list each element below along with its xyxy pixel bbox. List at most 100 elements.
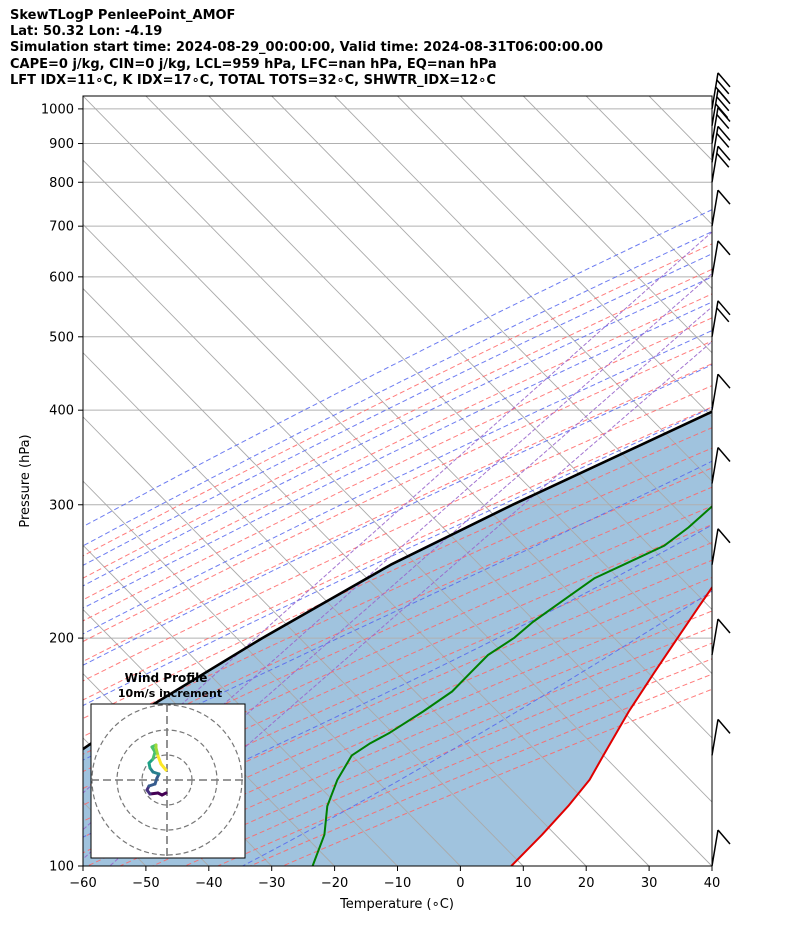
inset-frame [90,703,246,859]
wind-barb [711,373,731,411]
profile-lines [83,410,712,866]
mixing-ratio-line [83,272,712,831]
x-axis-ticks: −60 −50 −40 −30 −20 −10 0 10 20 30 40 [69,866,720,891]
wind-barb-feather [715,86,729,102]
wind-barb-staff [711,528,719,565]
y-tick-label: 100 [49,860,74,875]
y-tick-label: 400 [49,404,74,419]
wind-barb-feather [716,79,730,95]
moist-adiabat-line [83,253,712,566]
x-tick-label: −10 [384,876,411,891]
wind-profile-inset: Wind Profile 10m/s increment [90,671,246,859]
dry-adiabat-line [83,317,712,622]
wind-barb-feather [716,96,730,112]
mixing-ratio-line [83,306,712,860]
wind-barb-staff [711,447,719,484]
dry-adiabat-line [248,673,712,866]
dry-adiabat-line [83,340,712,643]
moist-adiabat-line [83,406,712,707]
mixing-ratio-line [108,340,712,866]
isotherm-line [83,865,84,866]
indices-line: LFT IDX=11∘C, K IDX=17∘C, TOTAL TOTS=32∘… [10,72,496,88]
wind-barb-feather [717,373,731,389]
moist-adiabat-line [83,364,712,666]
chart-title: SkewTLogP PenleePoint_AMOF [10,8,236,23]
isotherm-line [83,544,398,866]
temperature-line [510,585,712,866]
isotherm-line [83,480,461,866]
y-tick-label: 800 [49,176,74,191]
y-tick-label: 600 [49,270,74,285]
moist-adiabat-line [83,301,712,609]
moist-adiabat-line [83,276,712,587]
isotherm-line [83,223,712,866]
wind-barb-feather [717,72,731,88]
moist-adiabat-line [83,460,712,761]
y-tick-label: 900 [49,137,74,152]
wind-barb [711,718,731,756]
inset-subtitle: 10m/s increment [118,687,222,700]
dry-adiabat-line [83,363,712,663]
wind-barb-feather [717,618,731,634]
y-tick-label: 500 [49,330,74,345]
time-line: Simulation start time: 2024-08-29_00:00:… [10,40,603,56]
wind-barb [711,125,731,163]
wind-barb-feather [716,114,730,130]
x-tick-label: 40 [704,876,721,891]
x-tick-label: −30 [258,876,285,891]
wind-barb-feather [717,300,731,316]
hodograph-segment [159,762,168,772]
x-tick-label: 30 [641,876,658,891]
dry-adiabat-line [83,385,712,682]
isotherm-line [208,96,712,611]
isotherm-line [83,352,587,866]
wind-barb-staff [711,374,719,411]
wind-barb-feather [717,528,731,544]
wind-barb-staff [711,240,719,277]
inset-title: Wind Profile [125,671,208,685]
wind-barb-staff [711,72,719,110]
isotherm-line [145,96,712,675]
isotherm-line [460,96,712,354]
wind-barbs [711,72,731,867]
dry-adiabat-line [83,576,712,854]
x-tick-label: 0 [456,876,464,891]
wind-barb-staff [711,146,719,183]
isotherm-line [397,96,712,418]
wind-barb-staff [711,719,719,756]
wind-barb [711,300,731,337]
x-tick-label: −60 [69,876,96,891]
chart-title-block: SkewTLogP PenleePoint_AMOF Lat: 50.32 Lo… [10,8,603,89]
wind-barb-feather [717,125,731,141]
wind-barb-staff [711,89,719,126]
wind-barb-feather [716,132,730,148]
wind-barb [711,72,731,110]
hodograph-trace [145,743,168,797]
wind-barb-feather [716,152,730,168]
pressure-grid [83,108,712,866]
moist-adiabat-line [83,524,712,838]
y-tick-label: 300 [49,498,74,513]
wind-barb-feather [717,240,731,256]
wind-barb [711,829,731,867]
wind-barb [711,189,731,227]
wind-barb [711,447,731,484]
dry-adiabat-line [281,688,712,866]
y-tick-label: 200 [49,632,74,647]
moist-adiabat-line [83,231,712,547]
wind-barb-staff [711,829,719,867]
isotherm-line [711,96,712,97]
wind-barb-feather [715,103,729,119]
x-tick-label: −20 [321,876,348,891]
x-tick-label: −50 [132,876,159,891]
isotherm-line [522,96,712,290]
moist-adiabats [83,209,712,866]
dry-adiabat-line [151,626,712,866]
isotherm-line [271,96,712,546]
dry-adiabat-line [83,406,712,701]
wind-barb-feather [717,718,731,734]
isotherm-line [83,416,524,866]
wind-barb-staff [711,190,719,227]
wind-barb-staff [711,107,719,144]
